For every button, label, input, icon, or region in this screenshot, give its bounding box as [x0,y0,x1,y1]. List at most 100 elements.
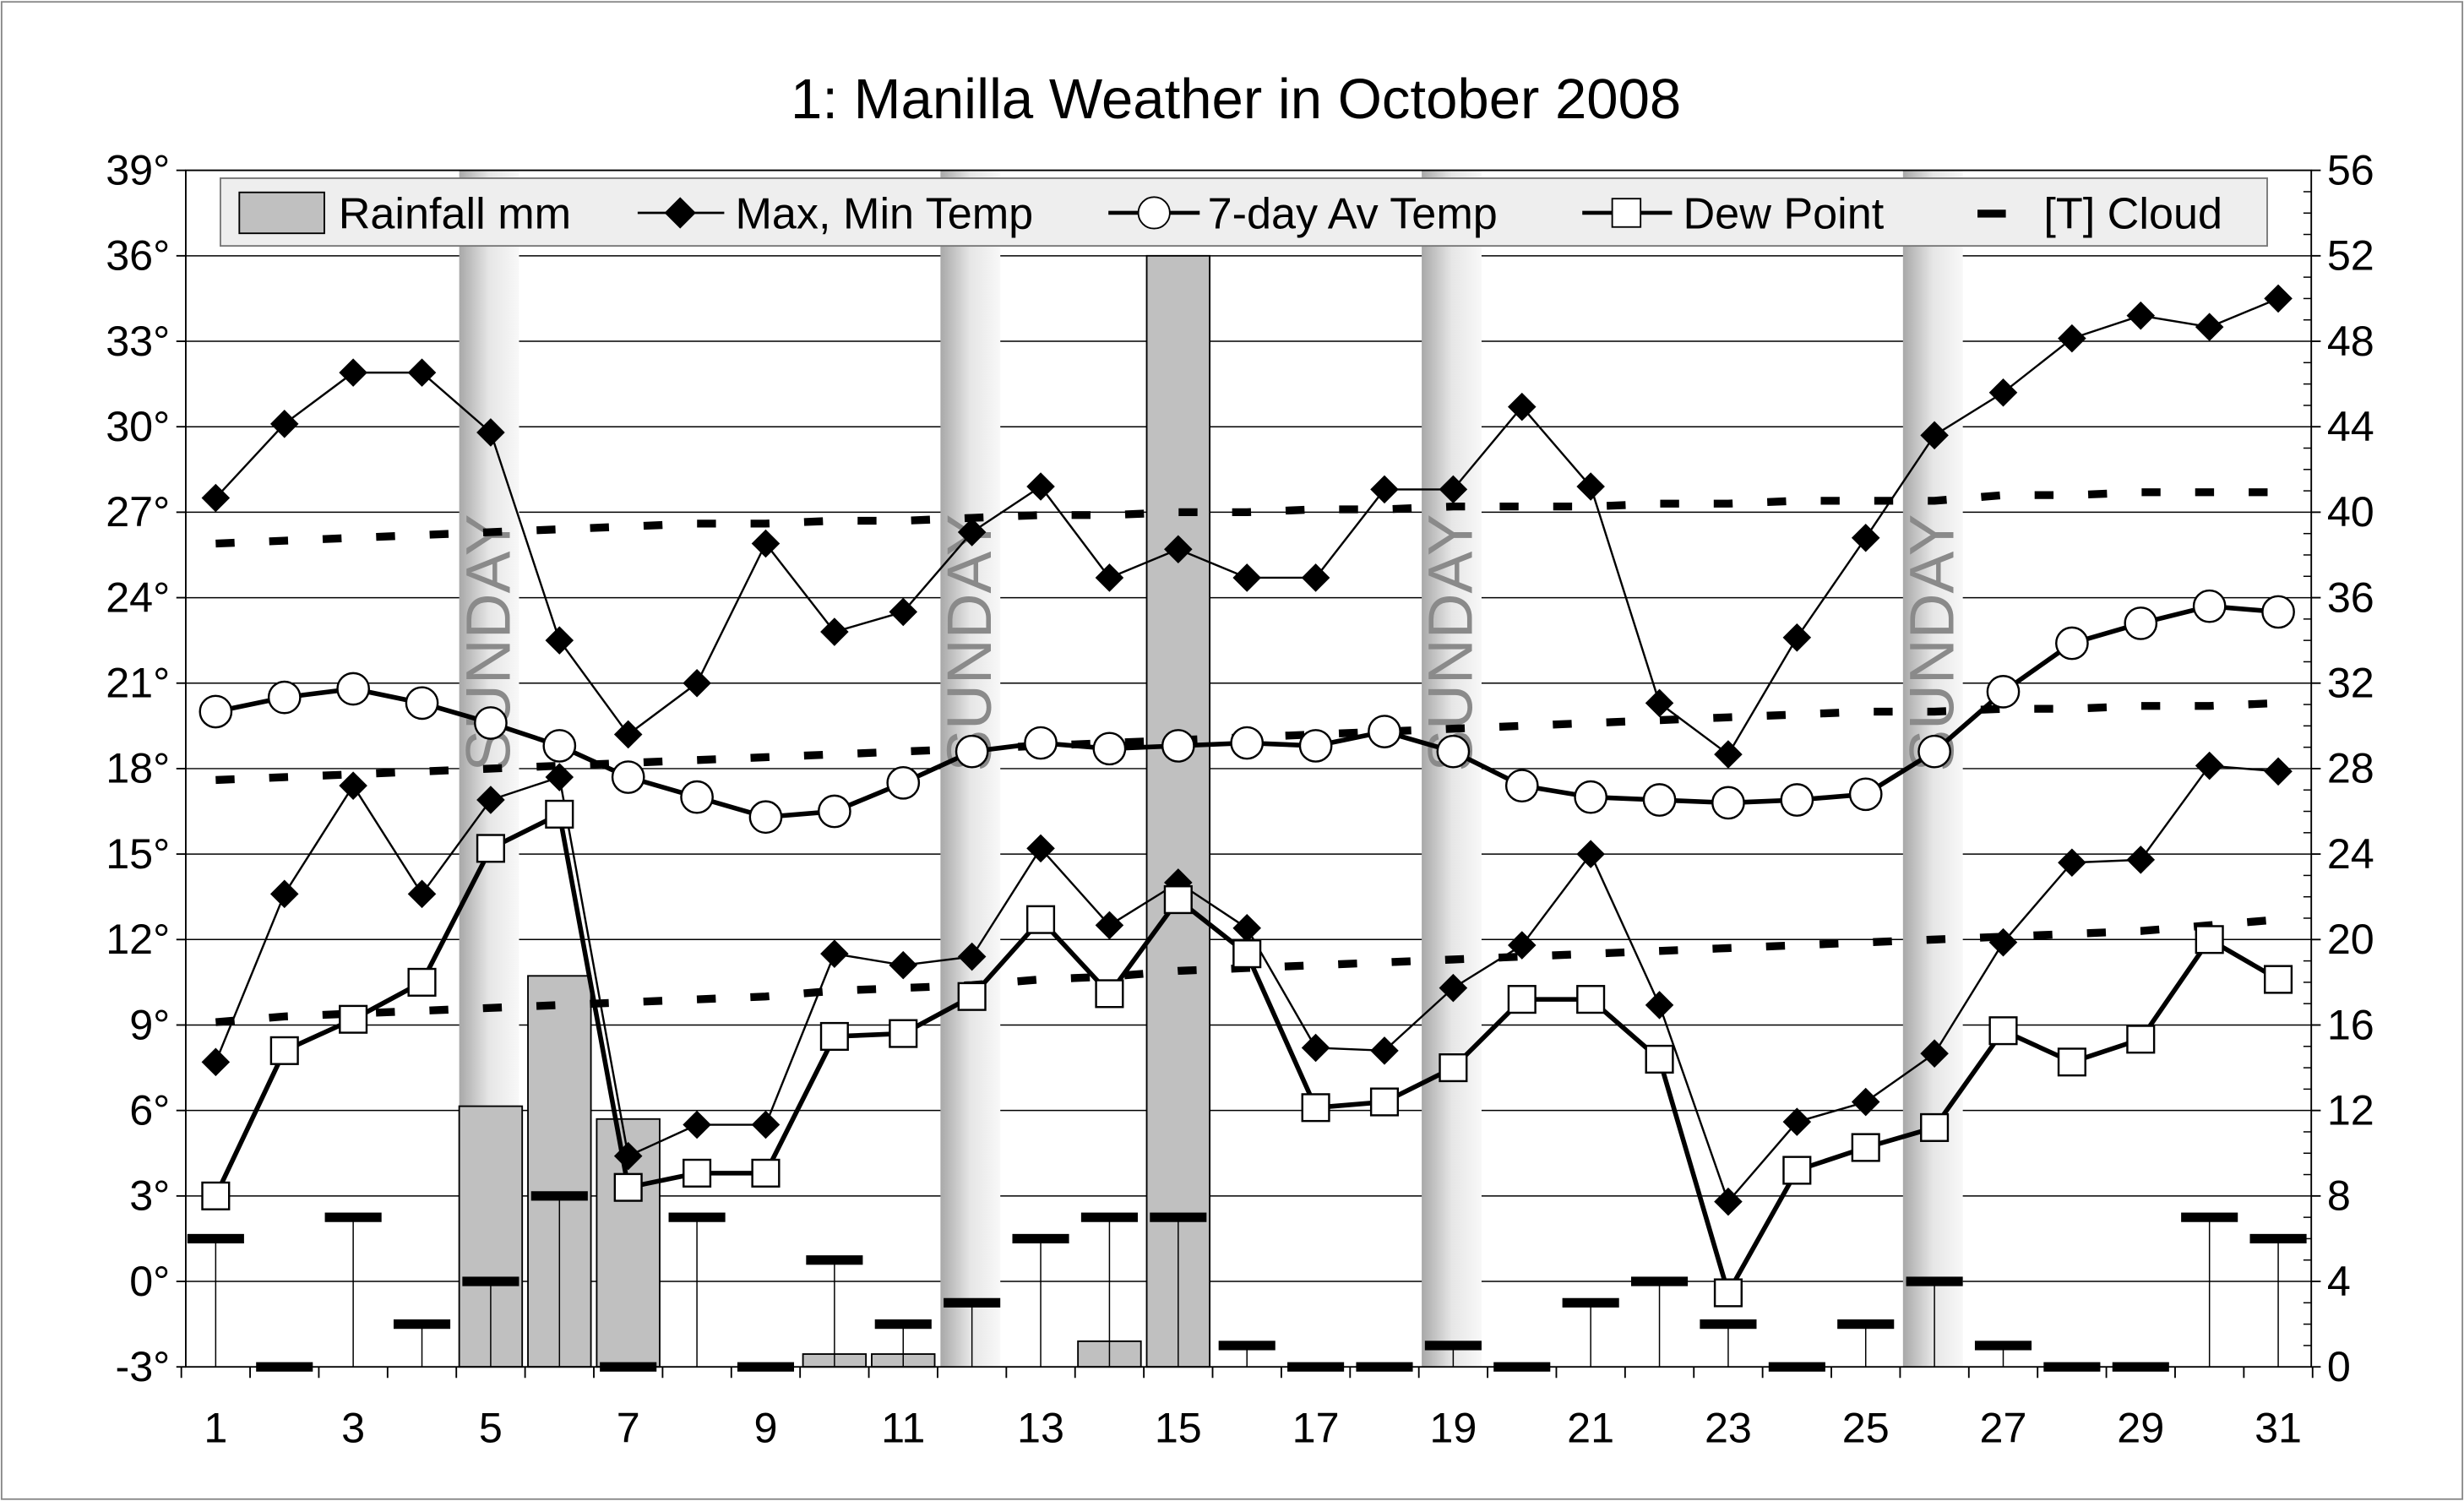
avg-temp-point [199,694,233,729]
y-right-tick-label: 8 [2327,1172,2351,1220]
x-tick-label: 23 [1705,1404,1752,1452]
dew-point-point [339,1004,368,1034]
x-tick-label: 3 [341,1404,365,1452]
min-temp-point [1988,927,2018,957]
avg-temp-point [2261,595,2295,629]
chart-title: 1: Manilla Weather in October 2008 [791,68,1681,131]
cloud-marker [1012,1233,1069,1244]
legend-rainfall: Rainfall mm [339,190,571,239]
avg-temp-point [2192,589,2227,623]
y-right-tick-label: 24 [2327,829,2374,878]
dew-point-point [2264,965,2293,994]
max-temp-point [1851,523,1880,552]
cloud-marker [324,1212,382,1222]
cloud-marker [874,1319,932,1330]
y-right-tick-label: 4 [2327,1257,2351,1305]
dew-point-point [1301,1093,1330,1123]
cloud-marker [1974,1341,2032,1351]
max-temp-point [201,483,231,513]
max-temp-point [1988,378,2018,407]
avg-temp-point [1368,715,1401,748]
min-temp-point [683,1110,711,1139]
dew-point-point [1576,985,1606,1014]
dew-point-point [1095,979,1124,1009]
sunday-label: SUNDAY [1416,514,1486,772]
max-temp-point [407,358,437,387]
avg-temp-point [818,794,851,829]
y-left-tick-label: 3° [129,1172,170,1220]
cloud-marker [530,1191,588,1201]
max-temp-point [545,626,574,655]
sunday-band [940,170,1001,1368]
dew-point-point [1163,885,1193,915]
legend-cloud: [T] Cloud [2043,190,2222,239]
circle-marker-icon [1137,196,1171,230]
avg-temp-point [1574,780,1608,814]
y-right-tick-label: 20 [2327,915,2374,963]
min-temp-point [751,1110,781,1139]
dew-point-point [2195,925,2224,954]
legend: Rainfall mm Max, Min Temp 7-day Av Temp … [220,177,2268,247]
diamond-marker-icon [664,197,696,229]
min-temp-point [1026,834,1055,863]
legend-dewpoint: Dew Point [1683,190,1885,239]
x-tick-label: 1 [204,1404,227,1452]
dash-marker-icon [1977,209,2006,218]
avg-temp-point [336,672,370,706]
x-tick-label: 19 [1429,1404,1477,1452]
y-left-tick-label: 9° [129,1000,170,1048]
dew-point-point [751,1158,781,1188]
cloud-marker [1424,1341,1482,1351]
cloud-marker [806,1255,863,1265]
avg-temp-point [2124,606,2158,640]
max-temp-point [1714,740,1743,769]
min-temp-point [407,879,437,909]
min-temp-point [1920,1039,1949,1068]
dew-point-point [1025,905,1056,934]
avg-temp-point [1642,783,1677,817]
min-temp-point [2058,848,2086,878]
dew-point-point [1232,939,1262,969]
cloud-marker [944,1297,1001,1308]
x-tick-label: 13 [1017,1404,1064,1452]
max-temp-point [1507,392,1537,421]
max-temp-point [1232,563,1261,592]
avg-temp-point [748,800,783,835]
max-temp-point [1370,475,1399,504]
y-left-tick-label: 18° [106,744,170,792]
cloud-marker [462,1276,519,1286]
dew-point-point [1988,1016,2018,1046]
max-temp-point [1095,563,1124,592]
dew-point-point [2057,1047,2086,1077]
y-right-tick-label: 52 [2327,231,2374,280]
min-temp-point [1576,840,1605,868]
y-left-tick-label: -3° [115,1342,170,1390]
max-temp-point [269,410,299,438]
min-temp-point [1507,931,1537,960]
dew-point-point [476,834,505,863]
y-right-tick-label: 32 [2327,659,2374,707]
legend-rainfall-swatch [238,191,325,235]
dew-point-point [1369,1087,1400,1117]
cloud-marker [1630,1276,1689,1286]
axes: -3°0°3°6°9°12°15°18°21°24°27°30°33°36°39… [106,145,2374,1451]
dew-point-point [889,1019,918,1048]
min-temp-point [269,879,299,909]
y-right-tick-label: 56 [2327,145,2374,193]
avg-temp-point [1986,675,2021,709]
legend-maxmin: Max, Min Temp [735,190,1033,239]
max-temp-point [2126,301,2156,330]
y-right-tick-label: 28 [2327,744,2374,792]
max-temp-point [1164,535,1193,564]
x-tick-label: 15 [1155,1404,1202,1452]
dew-point-point [1439,1053,1468,1083]
max-temp-point [1301,563,1330,592]
avg-temp-point [886,765,921,800]
x-tick-label: 31 [2255,1404,2302,1452]
sunday-band [1902,170,1963,1368]
max-temp-point [1782,623,1812,652]
avg-temp-point [1917,734,1951,769]
y-left-tick-label: 15° [106,829,170,878]
y-right-tick-label: 48 [2327,317,2374,365]
max-temp-point [1439,475,1468,504]
